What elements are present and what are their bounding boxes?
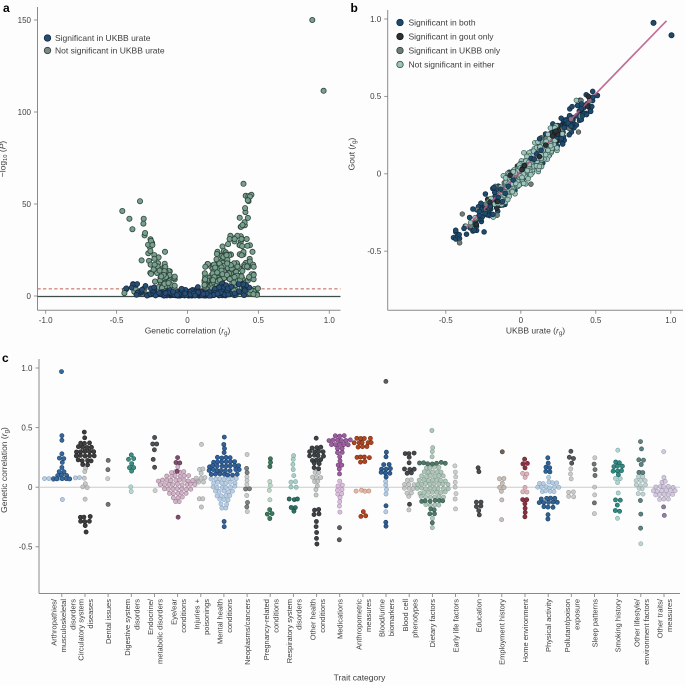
svg-text:disorders: disorders (68, 599, 77, 630)
svg-text:phenotypes: phenotypes (410, 599, 419, 638)
svg-text:conditions: conditions (179, 599, 188, 633)
svg-text:Physical activity: Physical activity (544, 599, 553, 652)
svg-text:Neoplasms/cancers: Neoplasms/cancers (243, 599, 252, 665)
svg-text:exposure: exposure (573, 599, 582, 630)
svg-text:diseases: diseases (86, 599, 95, 629)
svg-text:Significant in gout only: Significant in gout only (409, 31, 495, 41)
svg-text:Injuries +: Injuries + (193, 598, 202, 629)
svg-text:1.0: 1.0 (21, 364, 33, 373)
svg-text:Significant in UKBB only: Significant in UKBB only (409, 45, 501, 55)
svg-text:1.0: 1.0 (324, 316, 336, 325)
svg-text:0: 0 (27, 292, 32, 301)
svg-text:Eye/ear: Eye/ear (169, 599, 178, 625)
svg-text:0.5: 0.5 (590, 316, 602, 325)
svg-text:Pregnancy-related: Pregnancy-related (262, 599, 271, 660)
svg-text:measures: measures (364, 599, 373, 632)
svg-text:Other health: Other health (308, 599, 317, 640)
svg-text:1.0: 1.0 (370, 15, 382, 24)
svg-text:0: 0 (185, 316, 190, 325)
svg-text:Gout (rg): Gout (rg) (347, 137, 359, 170)
svg-text:Smoking history: Smoking history (613, 599, 622, 653)
svg-text:Education: Education (475, 599, 484, 632)
svg-text:-0.5: -0.5 (110, 316, 124, 325)
svg-text:Early life factors: Early life factors (451, 599, 460, 653)
svg-text:Employment history: Employment history (498, 599, 507, 665)
svg-text:0.5: 0.5 (370, 92, 382, 101)
svg-text:0.5: 0.5 (21, 423, 33, 432)
svg-text:0: 0 (519, 316, 524, 325)
svg-text:0: 0 (377, 170, 382, 179)
svg-text:b: b (351, 1, 358, 15)
svg-text:Arthropathies/: Arthropathies/ (49, 598, 58, 646)
svg-text:Blood/urine: Blood/urine (378, 599, 387, 637)
svg-text:UKBB urate (rg): UKBB urate (rg) (506, 326, 565, 338)
svg-text:Pollutant/poison: Pollutant/poison (563, 599, 572, 652)
svg-text:biomarkers: biomarkers (387, 599, 396, 636)
svg-text:Genetic correlation (rg): Genetic correlation (rg) (0, 427, 11, 513)
svg-text:conditions: conditions (271, 599, 280, 633)
svg-text:Genetic correlation (rg): Genetic correlation (rg) (145, 326, 231, 338)
svg-text:-1.0: -1.0 (39, 316, 53, 325)
svg-text:Dental issues: Dental issues (104, 599, 113, 644)
svg-text:musculoskeletal: musculoskeletal (59, 599, 68, 653)
svg-text:Anthropometric: Anthropometric (355, 599, 364, 650)
svg-text:poisonings: poisonings (202, 599, 211, 635)
svg-text:Circulatory system: Circulatory system (77, 599, 86, 661)
svg-text:Not significant in either: Not significant in either (409, 59, 495, 69)
svg-text:Respiratory system: Respiratory system (285, 599, 294, 663)
svg-text:Significant in both: Significant in both (409, 17, 476, 27)
svg-text:measures: measures (665, 599, 674, 632)
svg-text:a: a (3, 1, 10, 15)
svg-text:conditions: conditions (225, 599, 234, 633)
svg-text:Dietary factors: Dietary factors (428, 599, 437, 648)
svg-text:Endocrine/: Endocrine/ (146, 598, 155, 635)
svg-text:Significant in UKBB urate: Significant in UKBB urate (55, 33, 151, 43)
svg-text:metabolic disorders: metabolic disorders (156, 599, 165, 664)
svg-text:c: c (2, 351, 9, 365)
svg-text:1.0: 1.0 (665, 316, 677, 325)
svg-text:-0.5: -0.5 (439, 316, 453, 325)
svg-text:disorders: disorders (295, 599, 304, 630)
svg-text:-0.5: -0.5 (367, 247, 381, 256)
svg-text:environment factors: environment factors (642, 599, 651, 665)
svg-text:0.5: 0.5 (253, 316, 265, 325)
svg-text:Sleep patterns: Sleep patterns (590, 599, 599, 648)
svg-text:Blood cell: Blood cell (401, 599, 410, 632)
svg-text:Mental health: Mental health (216, 599, 225, 644)
svg-text:50: 50 (22, 200, 31, 209)
svg-text:−log10 (P): −log10 (P) (0, 141, 9, 178)
svg-text:Home environment: Home environment (521, 598, 530, 662)
svg-text:0: 0 (28, 483, 33, 492)
svg-text:Digestive system: Digestive system (123, 599, 132, 656)
svg-text:Medications: Medications (336, 599, 345, 639)
svg-text:Other traits/: Other traits/ (656, 598, 665, 638)
svg-text:Not significant in UKBB urate: Not significant in UKBB urate (55, 45, 165, 55)
svg-text:150: 150 (18, 16, 32, 25)
svg-text:disorders: disorders (133, 599, 142, 630)
svg-text:Other lifestyle/: Other lifestyle/ (633, 598, 642, 647)
svg-text:-0.5: -0.5 (19, 543, 33, 552)
svg-text:100: 100 (18, 108, 32, 117)
svg-text:conditions: conditions (318, 599, 327, 633)
svg-text:Trait category: Trait category (334, 673, 386, 683)
